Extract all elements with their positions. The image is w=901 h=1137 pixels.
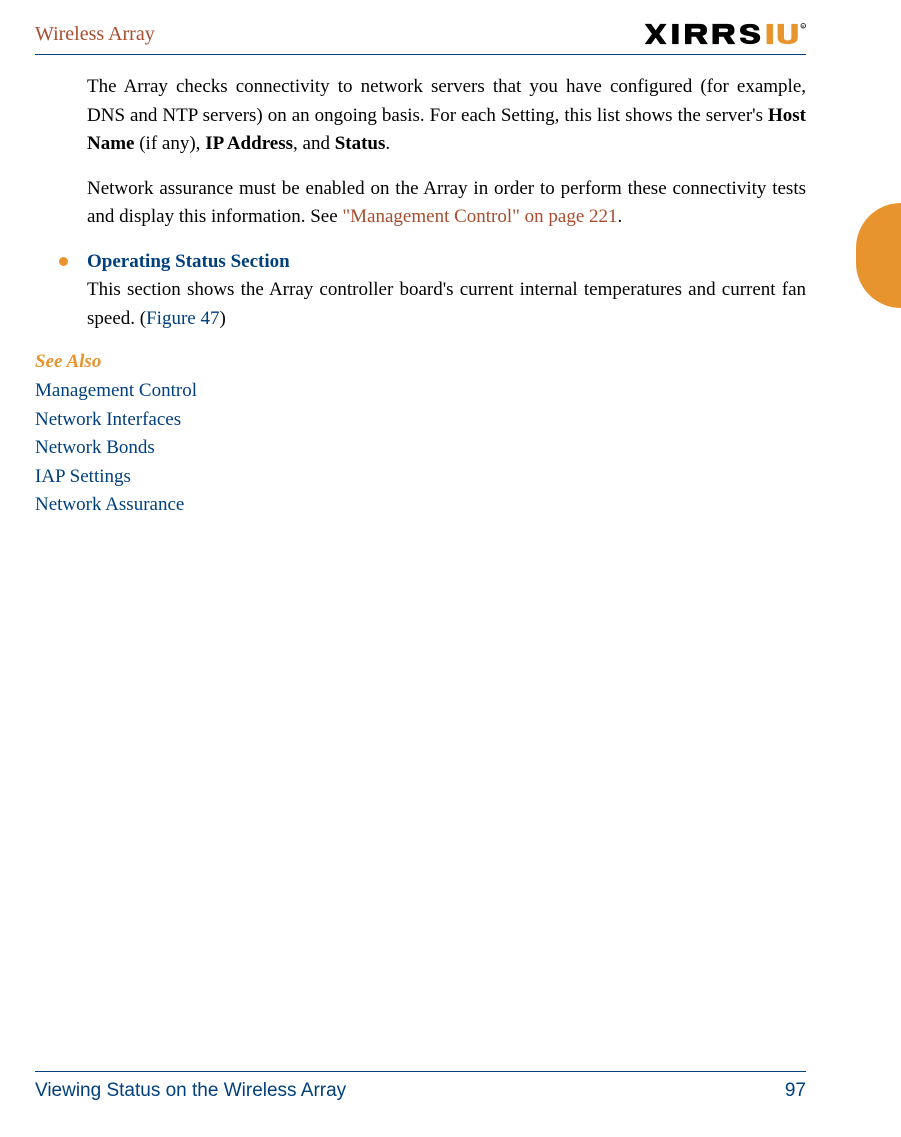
bold-status: Status [335,133,386,154]
link-management-control-page[interactable]: "Management Control" on page 221 [342,206,617,227]
page-header: Wireless Array R [35,20,806,55]
text-segment: , and [293,133,335,154]
text-segment: The Array checks connectivity to network… [87,76,806,126]
text-segment: . [618,206,623,227]
header-title: Wireless Array [35,23,155,46]
bullet-operating-status: Operating Status Section This section sh… [47,248,806,334]
see-also-heading: See Also [35,351,806,373]
see-also-link-network-interfaces[interactable]: Network Interfaces [35,406,806,435]
see-also-link-iap-settings[interactable]: IAP Settings [35,463,806,492]
paragraph-network-assurance: Network assurance must be enabled on the… [87,175,806,232]
bullet-heading: Operating Status Section [87,248,806,277]
section-tab-icon [856,203,901,308]
bullet-body: This section shows the Array controller … [87,276,806,333]
text-segment: (if any), [134,133,205,154]
paragraph-network-check: The Array checks connectivity to network… [87,73,806,159]
see-also-link-management-control[interactable]: Management Control [35,377,806,406]
brand-logo: R [641,20,806,48]
bullet-icon [59,257,68,266]
page-footer: Viewing Status on the Wireless Array 97 [35,1071,806,1102]
see-also-section: See Also Management Control Network Inte… [35,351,806,520]
footer-page-number: 97 [785,1080,806,1102]
see-also-link-network-assurance[interactable]: Network Assurance [35,491,806,520]
bold-ipaddress: IP Address [205,133,293,154]
text-segment: . [385,133,390,154]
link-figure-47[interactable]: Figure 47 [146,308,219,329]
page-container: Wireless Array R The Array [0,0,901,1137]
footer-section-title: Viewing Status on the Wireless Array [35,1080,346,1102]
text-segment: ) [219,308,225,329]
see-also-link-network-bonds[interactable]: Network Bonds [35,434,806,463]
body-content: The Array checks connectivity to network… [35,73,806,520]
